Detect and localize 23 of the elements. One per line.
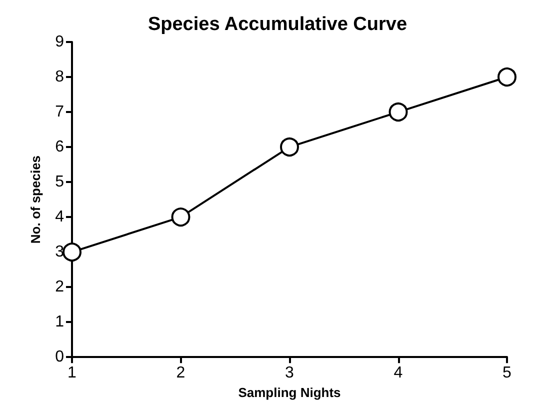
- y-tick-label: 0: [55, 348, 64, 366]
- x-tick-label: 4: [394, 364, 403, 382]
- chart-title: Species Accumulative Curve: [148, 14, 408, 35]
- y-tick-label: 2: [55, 278, 64, 296]
- x-tick-label: 2: [176, 364, 186, 382]
- y-tick-label: 4: [55, 208, 64, 226]
- y-axis-title: No. of species: [28, 155, 43, 244]
- point: [171, 208, 190, 227]
- point: [388, 102, 408, 122]
- y-tick-label: 1: [55, 314, 64, 331]
- y-tick-label: 6: [55, 138, 64, 156]
- x-tick-label: 1: [68, 364, 77, 382]
- y-tick-label: 8: [55, 68, 64, 86]
- point: [498, 68, 516, 87]
- y-tick-label: 3: [55, 244, 64, 261]
- x-axis-title: Sampling Nights: [238, 385, 341, 400]
- x-tick-label: 3: [285, 364, 294, 382]
- y-tick-label: 7: [55, 104, 64, 121]
- y-tick-label: 5: [55, 174, 64, 191]
- point: [280, 138, 299, 157]
- x-tick-label: 5: [502, 364, 512, 382]
- y-tick-label: 9: [55, 34, 64, 50]
- point: [62, 242, 82, 262]
